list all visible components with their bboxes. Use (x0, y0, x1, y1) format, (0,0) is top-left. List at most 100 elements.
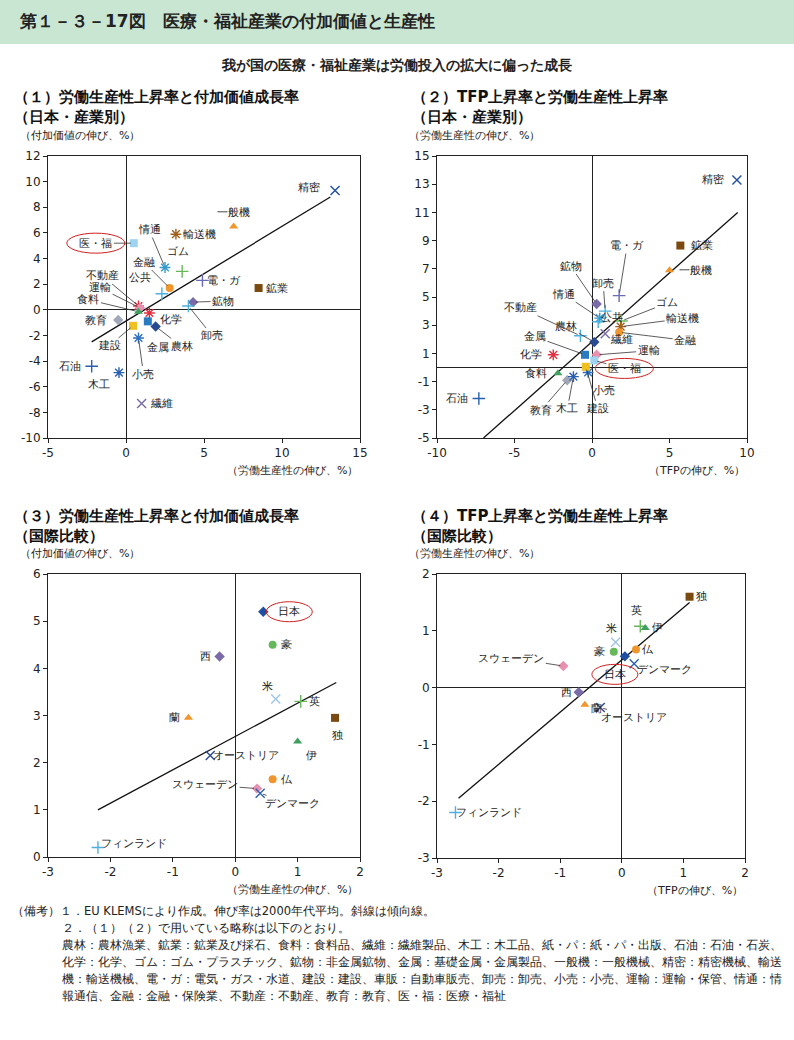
svg-text:英: 英 (309, 695, 320, 708)
svg-text:鉱物: 鉱物 (560, 260, 582, 273)
svg-text:鉱業: 鉱業 (691, 239, 713, 252)
svg-text:スウェーデン: スウェーデン (478, 652, 544, 665)
svg-text:（労働生産性の伸び、%）: （労働生産性の伸び、%） (409, 129, 540, 142)
svg-text:繊維: 繊維 (150, 397, 173, 410)
svg-text:情通: 情通 (138, 223, 161, 236)
svg-text:デンマーク: デンマーク (637, 663, 692, 676)
svg-text:8: 8 (33, 200, 41, 214)
svg-text:情通: 情通 (552, 288, 575, 301)
svg-text:金融: 金融 (133, 256, 155, 269)
svg-text:0: 0 (33, 850, 41, 864)
svg-text:電・ガ: 電・ガ (610, 239, 644, 252)
svg-text:-1: -1 (167, 865, 179, 879)
svg-text:0: 0 (231, 865, 239, 879)
svg-text:12: 12 (25, 149, 40, 163)
svg-text:西: 西 (200, 650, 211, 663)
svg-text:2: 2 (33, 277, 41, 291)
svg-text:医・福: 医・福 (608, 362, 641, 375)
svg-text:米: 米 (262, 680, 273, 693)
svg-text:オーストリア: オーストリア (601, 711, 667, 724)
svg-text:11: 11 (414, 206, 429, 220)
svg-text:（TFPの伸び、%）: （TFPの伸び、%） (647, 884, 743, 897)
svg-text:4: 4 (33, 252, 41, 266)
svg-text:食料: 食料 (77, 293, 99, 306)
svg-text:金属: 金属 (147, 341, 169, 354)
svg-text:15: 15 (352, 446, 367, 460)
svg-text:繊維: 繊維 (610, 333, 633, 346)
svg-text:一般機: 一般機 (217, 206, 250, 219)
svg-text:（TFPの伸び、%）: （TFPの伸び、%） (649, 464, 745, 477)
svg-text:農林: 農林 (171, 340, 193, 353)
svg-text:-5: -5 (509, 446, 521, 460)
svg-text:精密: 精密 (702, 173, 724, 186)
svg-text:不動産: 不動産 (504, 301, 537, 314)
svg-text:建設: 建設 (586, 402, 609, 415)
svg-text:化学: 化学 (520, 348, 542, 361)
svg-text:（労働生産性の伸び、%）: （労働生産性の伸び、%） (227, 883, 358, 896)
svg-text:3: 3 (33, 709, 41, 723)
svg-text:-1: -1 (418, 375, 430, 389)
svg-text:-5: -5 (42, 446, 54, 460)
svg-text:医・福: 医・福 (79, 237, 112, 250)
svg-text:0: 0 (122, 446, 130, 460)
svg-text:6: 6 (33, 567, 41, 581)
svg-text:フィンランド: フィンランド (456, 806, 522, 819)
svg-text:輸送機: 輸送機 (183, 228, 216, 241)
svg-text:0: 0 (422, 681, 430, 695)
svg-text:2: 2 (422, 567, 430, 581)
svg-text:独: 独 (696, 590, 707, 603)
svg-text:10: 10 (739, 446, 754, 460)
svg-text:電・ガ: 電・ガ (207, 274, 241, 287)
svg-text:（労働生産性の伸び、%）: （労働生産性の伸び、%） (409, 547, 540, 560)
svg-text:伊: 伊 (652, 621, 663, 634)
svg-text:13: 13 (414, 177, 429, 191)
svg-text:金属: 金属 (524, 330, 546, 343)
svg-text:2: 2 (356, 865, 364, 879)
svg-text:卸売: 卸売 (592, 277, 614, 290)
svg-text:-2: -2 (29, 329, 41, 343)
svg-text:（１）労働生産性上昇率と付加価値成長率（日本・産業別）: （１）労働生産性上昇率と付加価値成長率（日本・産業別） (14, 88, 299, 126)
svg-text:0: 0 (588, 446, 596, 460)
svg-text:1: 1 (294, 865, 302, 879)
svg-text:-2: -2 (418, 794, 430, 808)
svg-text:木工: 木工 (556, 402, 578, 415)
svg-text:デンマーク: デンマーク (265, 797, 320, 810)
svg-text:スウェーデン: スウェーデン (172, 778, 238, 791)
svg-text:1: 1 (422, 624, 430, 638)
svg-text:食料: 食料 (525, 367, 547, 380)
svg-text:金融: 金融 (674, 334, 696, 347)
svg-text:教育: 教育 (85, 314, 107, 327)
svg-text:9: 9 (422, 234, 430, 248)
svg-text:-10: -10 (21, 431, 41, 445)
svg-text:-3: -3 (418, 851, 430, 865)
svg-text:精密: 精密 (298, 181, 320, 194)
svg-text:日本: 日本 (604, 668, 626, 681)
svg-text:-1: -1 (554, 866, 566, 880)
svg-text:蘭: 蘭 (169, 711, 180, 724)
svg-text:運輸: 運輸 (638, 344, 660, 357)
svg-text:教育: 教育 (530, 404, 552, 417)
svg-text:米: 米 (606, 622, 617, 635)
svg-text:蘭: 蘭 (591, 702, 602, 715)
svg-text:豪: 豪 (281, 638, 292, 651)
svg-text:石油: 石油 (446, 392, 468, 405)
svg-text:10: 10 (25, 175, 40, 189)
svg-text:小売: 小売 (132, 368, 154, 381)
svg-text:オーストリア: オーストリア (213, 749, 279, 762)
svg-text:-2: -2 (104, 865, 116, 879)
svg-text:英: 英 (631, 604, 642, 617)
svg-text:5: 5 (422, 290, 430, 304)
svg-text:（４）TFP上昇率と労働生産性上昇率（国際比較）: （４）TFP上昇率と労働生産性上昇率（国際比較） (412, 507, 668, 545)
svg-text:伊: 伊 (306, 749, 317, 762)
svg-text:1: 1 (422, 347, 430, 361)
svg-text:（付加価値の伸び、%）: （付加価値の伸び、%） (20, 129, 140, 142)
svg-text:不動産: 不動産 (86, 269, 119, 282)
svg-text:0: 0 (33, 303, 41, 317)
svg-text:2: 2 (741, 866, 749, 880)
svg-text:独: 独 (332, 729, 343, 742)
svg-text:日本: 日本 (278, 605, 300, 618)
svg-text:ゴム: ゴム (656, 296, 678, 309)
svg-text:鉱業: 鉱業 (266, 282, 288, 295)
svg-text:2: 2 (33, 756, 41, 770)
svg-text:-8: -8 (29, 406, 41, 420)
